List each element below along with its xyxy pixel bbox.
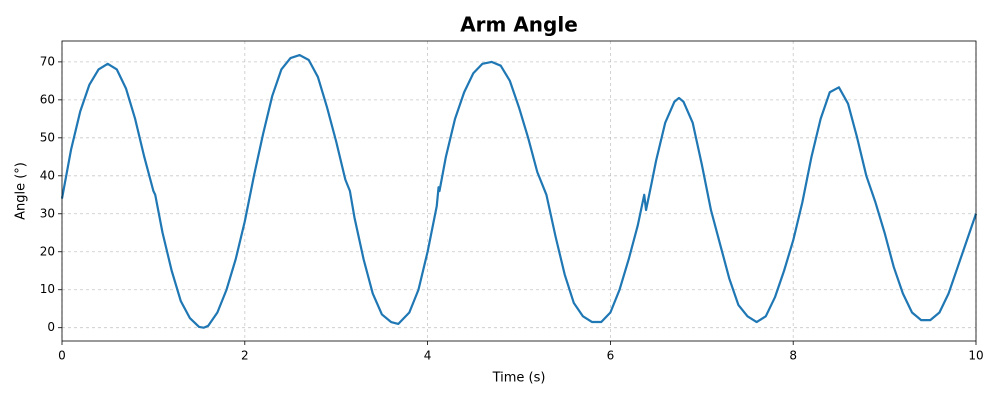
y-tick-label: 10 — [40, 282, 55, 296]
y-tick-label: 60 — [40, 92, 55, 106]
y-tick-label: 70 — [40, 54, 55, 68]
chart-title: Arm Angle — [460, 13, 578, 37]
y-tick-label: 0 — [47, 320, 55, 334]
x-axis-label: Time (s) — [492, 371, 546, 386]
data-line — [60, 53, 978, 329]
x-tick-label: 4 — [424, 349, 432, 363]
x-tick-label: 0 — [58, 349, 66, 363]
y-tick-label: 40 — [40, 168, 55, 182]
y-tick-label: 30 — [40, 206, 55, 220]
x-tick-label: 8 — [789, 349, 797, 363]
y-axis-label: Angle (°) — [14, 162, 29, 220]
plot-frame — [61, 40, 977, 342]
x-tick-label: 6 — [607, 349, 615, 363]
y-tick-label: 20 — [40, 244, 55, 258]
x-tick-label: 2 — [241, 349, 249, 363]
x-tick-label: 10 — [968, 349, 983, 363]
y-tick-label: 50 — [40, 130, 55, 144]
